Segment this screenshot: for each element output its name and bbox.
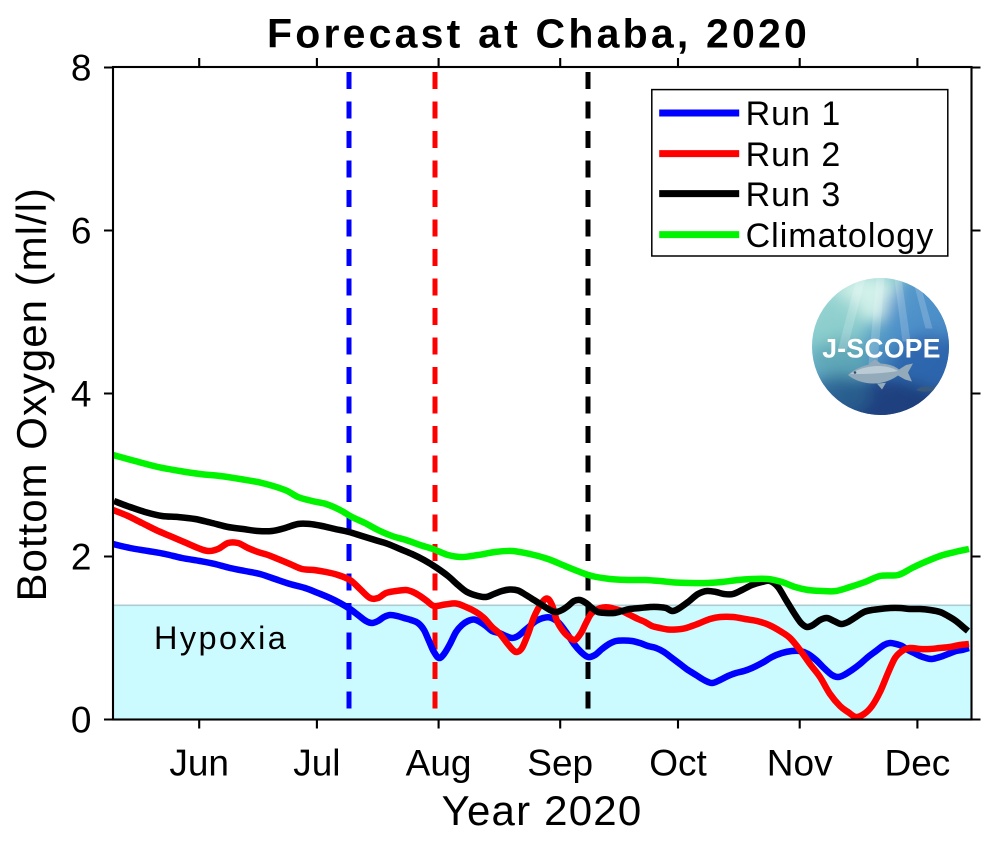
svg-text:Run 1: Run 1: [746, 95, 842, 133]
svg-text:Climatology: Climatology: [746, 217, 935, 255]
svg-text:Run 3: Run 3: [746, 176, 842, 214]
svg-text:Run 2: Run 2: [746, 136, 842, 174]
svg-text:Forecast at Chaba, 2020: Forecast at Chaba, 2020: [267, 11, 810, 57]
svg-text:Aug: Aug: [406, 743, 472, 784]
svg-text:Jun: Jun: [169, 743, 229, 784]
svg-text:4: 4: [71, 374, 92, 415]
svg-text:Bottom Oxygen (ml/l): Bottom Oxygen (ml/l): [8, 187, 55, 601]
svg-text:Nov: Nov: [767, 743, 833, 784]
svg-text:Oct: Oct: [649, 743, 707, 784]
svg-text:8: 8: [71, 48, 92, 89]
svg-text:2: 2: [71, 537, 92, 578]
svg-text:Jul: Jul: [293, 743, 340, 784]
svg-text:J-SCOPE: J-SCOPE: [822, 334, 940, 364]
svg-text:Hypoxia: Hypoxia: [154, 620, 288, 656]
svg-text:0: 0: [71, 700, 92, 741]
svg-text:Year 2020: Year 2020: [442, 787, 643, 834]
svg-text:6: 6: [71, 211, 92, 252]
svg-text:Sep: Sep: [527, 743, 593, 784]
svg-text:Dec: Dec: [884, 743, 950, 784]
